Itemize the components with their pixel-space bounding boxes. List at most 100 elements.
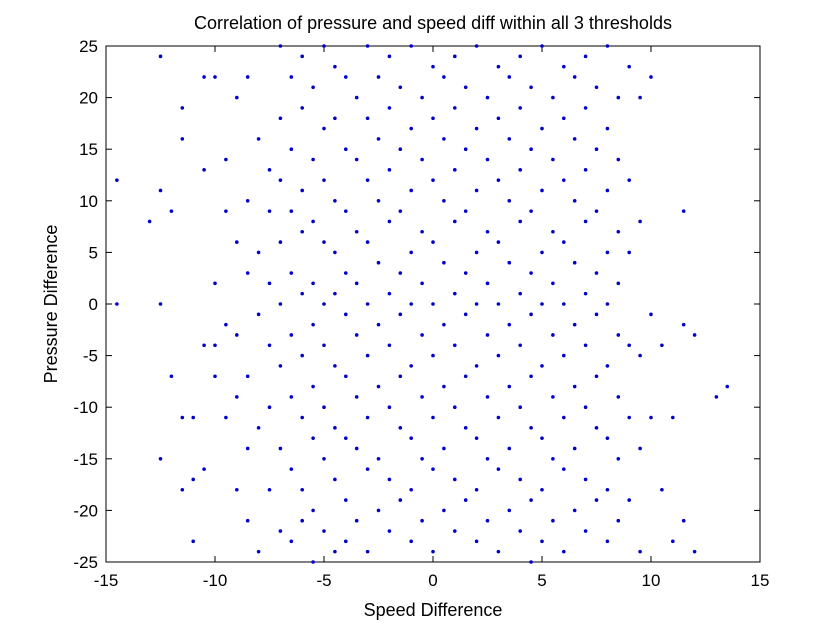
data-point bbox=[235, 333, 239, 337]
data-point bbox=[224, 157, 228, 162]
data-point bbox=[278, 178, 283, 182]
data-point bbox=[681, 209, 686, 213]
data-point bbox=[431, 467, 435, 471]
data-point bbox=[496, 549, 501, 554]
data-point bbox=[387, 343, 392, 348]
data-point bbox=[278, 364, 283, 368]
data-point bbox=[169, 209, 174, 213]
data-point bbox=[692, 549, 697, 554]
data-point bbox=[496, 353, 501, 358]
data-point bbox=[300, 54, 305, 59]
data-point bbox=[420, 281, 424, 286]
data-point bbox=[518, 405, 522, 410]
data-point bbox=[671, 539, 675, 544]
data-point bbox=[518, 343, 522, 348]
data-point bbox=[289, 147, 294, 151]
data-point bbox=[256, 426, 261, 430]
data-point bbox=[518, 168, 522, 172]
data-point bbox=[409, 487, 414, 492]
data-point bbox=[540, 436, 544, 440]
data-point bbox=[605, 250, 610, 255]
data-point bbox=[420, 95, 424, 100]
data-point bbox=[235, 395, 239, 399]
data-point bbox=[322, 343, 326, 348]
data-point bbox=[409, 436, 414, 440]
data-point bbox=[180, 106, 185, 110]
data-point bbox=[365, 302, 370, 306]
data-point bbox=[311, 322, 315, 327]
data-point bbox=[202, 343, 206, 348]
data-point bbox=[387, 477, 392, 482]
x-tick-label: 0 bbox=[428, 571, 437, 590]
data-point bbox=[442, 199, 446, 203]
data-point bbox=[605, 44, 610, 48]
data-point bbox=[333, 291, 337, 296]
data-point bbox=[562, 302, 566, 306]
data-point bbox=[311, 560, 315, 564]
data-point bbox=[616, 95, 621, 100]
data-point bbox=[344, 374, 348, 379]
data-point bbox=[540, 364, 544, 368]
data-point bbox=[474, 250, 479, 255]
data-point bbox=[616, 333, 621, 337]
data-point bbox=[507, 384, 512, 389]
data-point bbox=[202, 75, 206, 79]
data-point bbox=[463, 209, 468, 213]
data-point bbox=[453, 291, 457, 296]
data-point bbox=[540, 188, 544, 193]
data-point bbox=[267, 209, 272, 213]
data-point bbox=[300, 487, 305, 492]
data-point bbox=[616, 281, 621, 286]
data-point bbox=[322, 240, 326, 244]
data-point bbox=[322, 44, 326, 48]
data-point bbox=[540, 250, 544, 255]
data-point bbox=[431, 415, 435, 420]
data-point bbox=[529, 498, 533, 502]
data-point bbox=[322, 405, 326, 410]
x-tick-label: -10 bbox=[203, 571, 228, 590]
data-point bbox=[267, 405, 272, 410]
y-tick-label: 20 bbox=[79, 89, 98, 108]
data-point bbox=[387, 219, 392, 224]
data-point bbox=[267, 343, 272, 348]
data-point bbox=[453, 405, 457, 410]
data-point bbox=[354, 229, 359, 234]
data-point bbox=[354, 157, 359, 162]
data-point bbox=[147, 219, 152, 224]
data-point bbox=[278, 116, 283, 121]
data-point bbox=[627, 343, 631, 348]
data-point bbox=[376, 457, 381, 461]
data-point bbox=[376, 384, 381, 389]
data-point bbox=[518, 54, 522, 59]
data-point bbox=[409, 539, 414, 544]
data-point bbox=[224, 322, 228, 327]
data-point bbox=[540, 44, 544, 48]
data-point bbox=[322, 302, 326, 306]
data-point bbox=[660, 487, 664, 492]
data-point bbox=[442, 384, 446, 389]
data-point bbox=[529, 374, 533, 379]
data-point bbox=[474, 436, 479, 440]
data-point bbox=[507, 446, 512, 451]
data-point bbox=[474, 126, 479, 131]
data-point bbox=[311, 384, 315, 389]
data-point bbox=[245, 199, 250, 203]
data-point bbox=[365, 353, 370, 358]
data-point bbox=[245, 75, 250, 79]
data-point bbox=[115, 178, 119, 182]
data-point bbox=[453, 106, 457, 110]
data-point bbox=[300, 229, 305, 234]
data-point bbox=[594, 498, 599, 502]
data-point bbox=[594, 426, 599, 430]
data-point bbox=[180, 487, 185, 492]
data-point bbox=[365, 178, 370, 182]
data-point bbox=[540, 126, 544, 131]
data-point bbox=[551, 229, 555, 234]
data-point bbox=[213, 75, 217, 79]
data-point bbox=[387, 405, 392, 410]
data-point bbox=[354, 281, 359, 286]
data-point bbox=[420, 395, 424, 399]
data-point bbox=[474, 364, 479, 368]
data-point bbox=[344, 436, 348, 440]
data-point bbox=[583, 529, 588, 533]
